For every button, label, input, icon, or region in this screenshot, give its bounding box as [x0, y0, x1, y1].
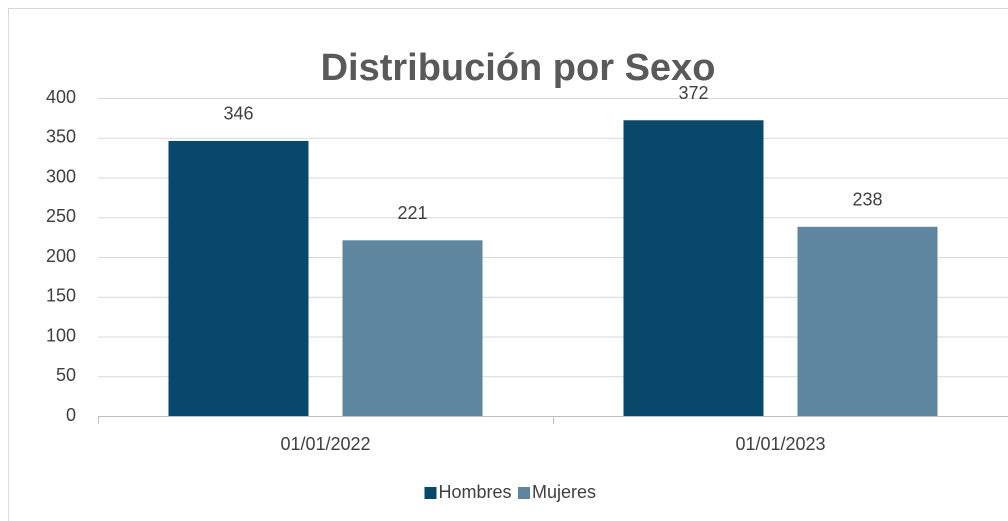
legend-label: Mujeres [532, 482, 596, 502]
data-label: 221 [397, 203, 427, 223]
y-tick-label: 350 [46, 127, 76, 147]
bar [623, 120, 764, 416]
legend-swatch [518, 487, 530, 499]
x-tick-label: 01/01/2023 [735, 434, 825, 454]
chart-title: Distribución por Sexo [321, 47, 716, 89]
bar [797, 226, 938, 416]
bar [342, 240, 483, 416]
y-tick-label: 50 [56, 365, 76, 385]
y-tick-label: 300 [46, 166, 76, 186]
legend-swatch [424, 487, 437, 499]
legend-label: Hombres [439, 482, 512, 502]
data-label: 346 [223, 104, 253, 124]
y-tick-label: 150 [46, 286, 76, 306]
x-tick-label: 01/01/2022 [280, 434, 370, 454]
y-tick-label: 200 [46, 246, 76, 266]
y-tick-label: 250 [46, 206, 76, 226]
bar [168, 140, 309, 416]
y-tick-label: 100 [46, 325, 76, 345]
y-tick-label: 0 [66, 405, 76, 425]
data-label: 238 [852, 190, 882, 210]
y-tick-label: 400 [46, 87, 76, 107]
data-label: 372 [678, 83, 708, 103]
